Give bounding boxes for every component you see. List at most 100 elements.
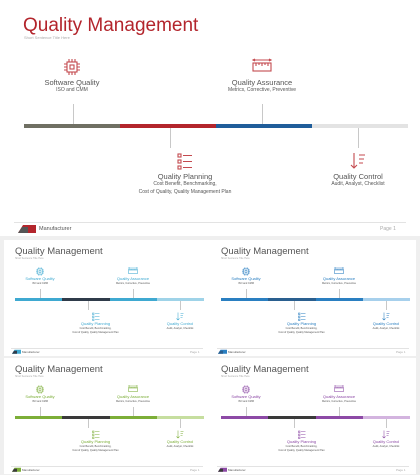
item-quality-assurance: Quality Assurance Metrics, Corrective, P… — [314, 384, 364, 404]
chip-icon — [242, 267, 250, 276]
item-quality-planning: Quality Planning Cost Benefit, Benchmark… — [264, 311, 339, 334]
item-desc: Audit, Analyst, Checklist — [166, 444, 194, 448]
item-desc: Cost of Quality, Quality Management Plan — [72, 330, 119, 334]
item-software-quality: Software Quality ISO and CMM — [221, 384, 271, 404]
footer-logo-text: Manufacturer — [22, 468, 40, 472]
connector-line — [180, 301, 181, 310]
item-title: Quality Assurance — [116, 394, 150, 399]
item-desc: Audit, Analyst, Checklist — [372, 326, 400, 330]
connector-line — [88, 301, 89, 310]
connector-line — [246, 289, 247, 298]
item-quality-control: Quality Control Audit, Analyst, Checklis… — [155, 429, 205, 449]
item-title: Quality Control — [372, 439, 400, 444]
connector-line — [294, 301, 295, 310]
slide-main[interactable]: Quality Management Short Sentence Title … — [0, 0, 420, 236]
connector-line — [180, 419, 181, 428]
slide-subtitle: Short Sentence Title Here — [15, 375, 44, 378]
item-desc: Metrics, Corrective, Preventive — [227, 87, 297, 93]
slide-thumbnail-cyan[interactable]: Quality Management Short Sentence Title … — [4, 240, 210, 356]
item-title: Quality Planning — [80, 321, 111, 326]
checklist-icon — [177, 153, 192, 170]
item-title: Quality Planning — [286, 439, 317, 444]
bar-segment — [156, 416, 204, 419]
footer-divider — [11, 466, 203, 467]
bar-segment — [109, 416, 157, 419]
item-title: Quality Assurance — [322, 276, 356, 281]
bar-segment — [312, 124, 408, 128]
checklist-icon — [91, 312, 99, 321]
item-title: Software Quality — [231, 276, 261, 281]
chip-icon — [64, 59, 80, 75]
connector-line — [246, 407, 247, 416]
footer-page-number: Page 1 — [190, 350, 200, 354]
item-quality-control: Quality Control Audit, Analyst, Checklis… — [308, 150, 408, 189]
slide-thumbnail-purple[interactable]: Quality Management Short Sentence Title … — [210, 358, 416, 474]
item-software-quality: Software Quality ISO and CMM — [15, 384, 65, 404]
slide-thumbnail-blue[interactable]: Quality Management Short Sentence Title … — [210, 240, 416, 356]
progress-bar — [24, 124, 408, 128]
item-desc: Audit, Analyst, Checklist — [331, 181, 385, 187]
item-desc: Cost Benefit, Benchmarking, — [79, 444, 112, 448]
item-title: Quality Control — [333, 172, 383, 181]
item-title: Quality Planning — [286, 321, 317, 326]
item-title: Quality Assurance — [231, 78, 293, 87]
item-desc: Cost Benefit, Benchmarking, — [285, 444, 318, 448]
footer-page-number: Page 1 — [396, 350, 406, 354]
slide-thumbnail-green[interactable]: Quality Management Short Sentence Title … — [4, 358, 210, 474]
connector-line — [339, 407, 340, 416]
logo-icon — [12, 467, 21, 472]
sort-down-icon — [382, 430, 390, 439]
footer-logo-text: Manufacturer — [22, 350, 40, 354]
bar-segment — [120, 124, 216, 128]
item-title: Software Quality — [25, 394, 55, 399]
checklist-icon — [91, 430, 99, 439]
footer-divider — [14, 222, 406, 223]
bar-segment — [156, 298, 204, 301]
ruler-icon — [333, 267, 345, 274]
ruler-icon — [127, 385, 139, 392]
connector-line — [262, 104, 263, 124]
footer-page-number: Page 1 — [190, 468, 200, 472]
item-title: Quality Planning — [157, 172, 213, 181]
item-quality-planning: Quality Planning Cost Benefit, Benchmark… — [264, 429, 339, 452]
slide-subtitle: Short Sentence Title Here — [24, 35, 70, 40]
bar-segment — [109, 298, 157, 301]
item-title: Software Quality — [25, 276, 55, 281]
item-quality-planning: Quality Planning Cost Benefit, Benchmark… — [110, 150, 260, 196]
item-desc: Audit, Analyst, Checklist — [372, 444, 400, 448]
item-title: Quality Control — [166, 439, 194, 444]
bar-segment — [268, 416, 316, 419]
item-desc: Metrics, Corrective, Preventive — [321, 281, 357, 285]
footer-logo-text: Manufacturer — [39, 226, 72, 232]
item-title: Software Quality — [231, 394, 261, 399]
item-desc: Audit, Analyst, Checklist — [166, 326, 194, 330]
bar-segment — [268, 298, 316, 301]
footer-divider — [11, 348, 203, 349]
bar-segment — [62, 298, 110, 301]
connector-line — [133, 407, 134, 416]
connector-line — [294, 419, 295, 428]
item-desc: Cost of Quality, Quality Management Plan — [72, 448, 119, 452]
connector-line — [386, 301, 387, 310]
bar-segment — [15, 298, 63, 301]
footer-logo-text: Manufacturer — [228, 350, 246, 354]
bar-segment — [362, 298, 410, 301]
slide-title: Quality Management — [221, 364, 309, 375]
ruler-icon — [333, 385, 345, 392]
item-quality-control: Quality Control Audit, Analyst, Checklis… — [361, 429, 411, 449]
item-desc: ISO and CMM — [32, 281, 48, 285]
item-quality-control: Quality Control Audit, Analyst, Checklis… — [155, 311, 205, 331]
chip-icon — [36, 385, 44, 394]
item-title: Quality Assurance — [116, 276, 150, 281]
item-desc: Cost Benefit, Benchmarking, — [285, 326, 318, 330]
slide-title: Quality Management — [15, 246, 103, 257]
bar-segment — [216, 124, 312, 128]
checklist-icon — [297, 312, 305, 321]
progress-bar — [15, 298, 204, 301]
checklist-icon — [297, 430, 305, 439]
item-quality-planning: Quality Planning Cost Benefit, Benchmark… — [58, 429, 133, 452]
item-software-quality: Software Quality ISO and CMM — [22, 56, 122, 95]
connector-line — [40, 407, 41, 416]
item-desc: ISO and CMM — [56, 87, 88, 93]
chip-icon — [36, 267, 44, 276]
